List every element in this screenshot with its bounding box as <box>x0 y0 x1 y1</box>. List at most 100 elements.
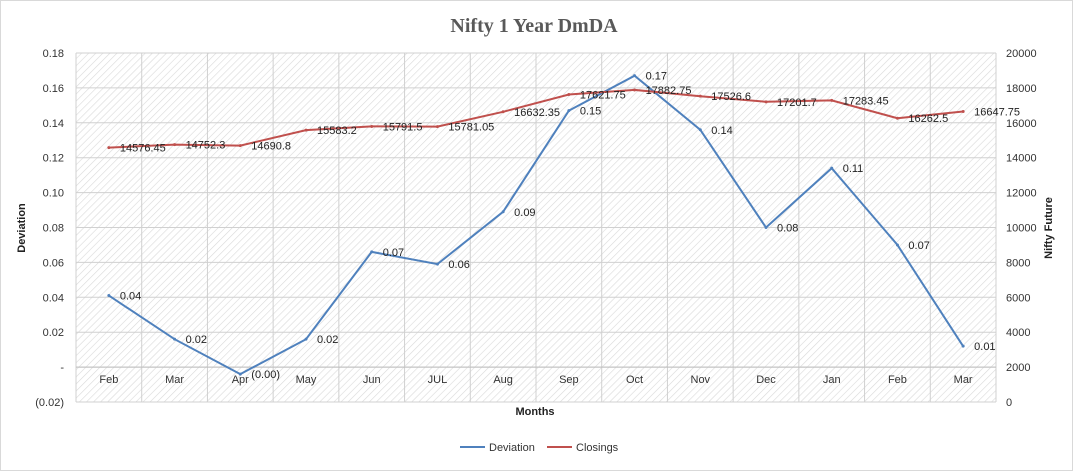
data-point-closings <box>501 110 505 114</box>
data-point-deviation <box>567 109 571 113</box>
x-tick-label: Feb <box>888 374 907 386</box>
right-tick-label: 12000 <box>1006 188 1037 200</box>
left-tick-label: 0.04 <box>43 292 64 304</box>
left-tick-label: (0.02) <box>35 397 64 409</box>
left-tick-label: 0.10 <box>43 188 64 200</box>
data-point-closings <box>173 143 177 147</box>
data-point-deviation <box>830 166 834 170</box>
data-point-deviation <box>304 337 308 341</box>
data-labels: 0.04 0.02 (0.00) 0.02 0.07 0.06 0.09 0.15 0.17 0.… <box>120 71 1020 381</box>
left-tick-label: 0.14 <box>43 118 64 130</box>
right-tick-label: 0 <box>1006 397 1012 409</box>
legend-label-closings: Closings <box>576 442 619 454</box>
x-tick-label: JUL <box>428 374 448 386</box>
x-tick-label: May <box>296 374 317 386</box>
right-tick-label: 14000 <box>1006 153 1037 165</box>
x-tick-label: Mar <box>954 374 973 386</box>
data-label-deviation: 0.06 <box>448 259 469 271</box>
x-axis-title: Months <box>515 406 554 418</box>
data-label-deviation: 0.01 <box>974 341 995 353</box>
data-label-closings: 15583.2 <box>317 125 357 137</box>
right-tick-label: 4000 <box>1006 327 1030 339</box>
data-point-deviation <box>764 226 768 229</box>
left-tick-label: - <box>60 362 64 374</box>
data-point-closings <box>961 109 965 113</box>
x-tick-label: Jan <box>823 374 841 386</box>
x-tick-label: Dec <box>756 374 776 386</box>
series-lines <box>107 74 965 376</box>
data-point-closings <box>107 146 111 150</box>
data-label-closings: 16262.5 <box>908 113 948 125</box>
data-label-deviation: 0.02 <box>317 334 338 346</box>
data-label-deviation: 0.07 <box>383 247 404 259</box>
data-point-closings <box>370 124 374 128</box>
right-tick-label: 18000 <box>1006 83 1037 95</box>
data-label-closings: 15781.05 <box>448 122 494 134</box>
x-tick-label: Aug <box>493 374 513 386</box>
data-label-deviation: 0.08 <box>777 223 798 235</box>
left-tick-label: 0.16 <box>43 83 64 95</box>
data-point-closings <box>698 94 702 98</box>
data-label-closings: 14690.8 <box>251 141 291 153</box>
data-point-closings <box>830 98 834 102</box>
data-label-deviation: 0.17 <box>646 71 667 83</box>
data-label-closings: 15791.5 <box>383 121 423 133</box>
data-point-closings <box>304 128 308 132</box>
data-label-deviation: 0.11 <box>843 163 864 175</box>
data-label-closings: 14752.3 <box>186 140 226 152</box>
gridlines <box>75 52 997 403</box>
series-line-closings <box>108 88 964 149</box>
data-point-deviation <box>173 337 177 341</box>
data-point-deviation <box>961 344 965 348</box>
right-axis-title: Nifty Future <box>1043 197 1055 259</box>
series-line-deviation <box>108 74 964 376</box>
data-label-deviation: 0.14 <box>711 125 732 137</box>
x-tick-label: Mar <box>165 374 184 386</box>
data-label-deviation: 0.02 <box>186 334 207 346</box>
chart-title: Nifty 1 Year DmDA <box>450 15 618 37</box>
x-tick-label: Feb <box>99 374 118 386</box>
x-axis-ticks: Feb Mar Apr May Jun JUL Aug Sep Oct Nov Dec Jan Feb M… <box>99 374 973 386</box>
data-label-closings: 16632.35 <box>514 107 560 119</box>
data-point-deviation <box>238 372 242 376</box>
x-tick-label: Apr <box>232 374 249 386</box>
data-label-closings: 17621.75 <box>580 90 626 102</box>
left-tick-label: 0.08 <box>43 223 64 235</box>
data-point-closings <box>567 93 571 97</box>
legend-label-deviation: Deviation <box>489 442 535 454</box>
data-point-closings <box>238 144 242 148</box>
right-tick-label: 2000 <box>1006 362 1030 374</box>
data-point-closings <box>633 88 637 92</box>
legend: Deviation Closings <box>460 442 619 454</box>
data-label-closings: 17526.6 <box>711 91 751 103</box>
data-point-deviation <box>698 128 702 132</box>
left-tick-label: 0.02 <box>43 327 64 339</box>
right-tick-label: 16000 <box>1006 118 1037 130</box>
data-label-closings: 14576.45 <box>120 143 166 155</box>
data-point-closings <box>764 100 768 104</box>
left-tick-label: 0.12 <box>43 153 64 165</box>
right-tick-label: 8000 <box>1006 257 1030 269</box>
data-label-closings: 17882.75 <box>646 85 692 97</box>
data-point-deviation <box>435 262 439 266</box>
data-point-closings <box>895 116 899 120</box>
data-point-closings <box>435 125 439 129</box>
data-label-deviation: 0.09 <box>514 207 535 219</box>
left-axis-ticks: (0.02) - 0.02 0.04 0.06 0.08 0.10 0.12 0.14 0.16 0… <box>35 48 64 409</box>
x-tick-label: Sep <box>559 374 579 386</box>
x-tick-label: Jun <box>363 374 381 386</box>
left-axis-title: Deviation <box>16 203 28 253</box>
data-point-deviation <box>107 294 111 298</box>
data-point-deviation <box>633 74 637 78</box>
x-tick-label: Nov <box>691 374 711 386</box>
right-tick-label: 20000 <box>1006 48 1037 60</box>
right-axis-ticks: 0 2000 4000 6000 8000 10000 12000 14000 16000 180… <box>1006 48 1037 409</box>
x-tick-label: Oct <box>626 374 643 386</box>
data-label-deviation: 0.04 <box>120 291 141 303</box>
data-label-closings: 16647.75 <box>974 106 1020 118</box>
data-label-closings: 17201.7 <box>777 97 817 109</box>
left-tick-label: 0.18 <box>43 48 64 60</box>
data-label-deviation: (0.00) <box>251 369 280 381</box>
data-label-deviation: 0.07 <box>908 240 929 252</box>
